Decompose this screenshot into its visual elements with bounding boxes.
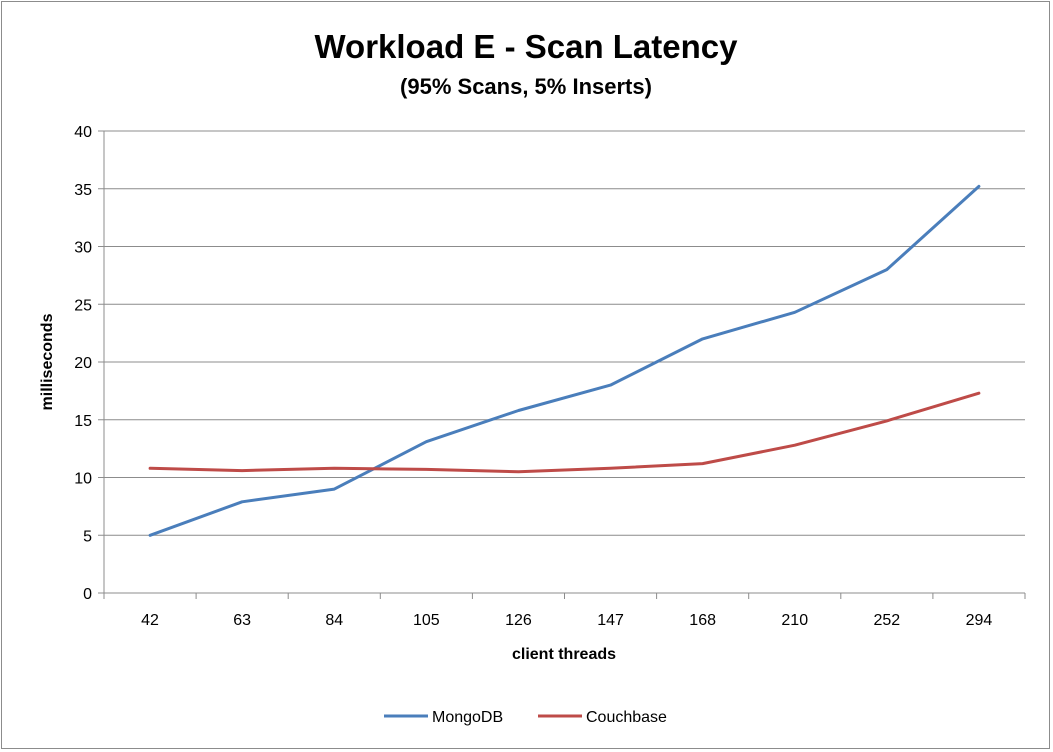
x-tick-label: 294 [966,612,993,629]
y-axis-label: milliseconds [39,313,56,410]
chart-title: Workload E - Scan Latency [314,28,738,65]
y-tick-label: 20 [74,355,92,372]
gridlines [104,130,1025,536]
legend: MongoDB Couchbase [384,709,667,726]
y-tick-label: 40 [74,124,92,141]
y-tick-label: 30 [74,240,92,257]
y-tick-label: 25 [74,297,92,314]
x-tick-label: 126 [505,612,532,629]
x-tick-label: 42 [141,612,159,629]
legend-label: Couchbase [586,709,667,726]
x-tick-label: 84 [325,612,343,629]
series-lines [148,184,981,537]
chart-subtitle: (95% Scans, 5% Inserts) [400,74,652,99]
x-tick-label: 210 [781,612,808,629]
y-tick-labels: 0 5 10 15 20 25 30 35 40 [74,124,92,603]
legend-label: MongoDB [432,709,503,726]
x-tick-labels: 42 63 84 105 126 147 168 210 252 294 [141,612,992,629]
series-line-mongodb [148,184,981,537]
y-tick-label: 35 [74,182,92,199]
x-axis-label: client threads [512,646,616,663]
series-line-couchbase [148,391,981,474]
x-tick-label: 105 [413,612,440,629]
y-tick-label: 0 [83,586,92,603]
x-tick-label: 168 [689,612,716,629]
y-tick-label: 15 [74,413,92,430]
y-tick-label: 10 [74,471,92,488]
x-tick-label: 147 [597,612,624,629]
x-tick-label: 252 [873,612,900,629]
x-tick-label: 63 [233,612,251,629]
y-tick-label: 5 [83,528,92,545]
axes [98,130,1026,599]
